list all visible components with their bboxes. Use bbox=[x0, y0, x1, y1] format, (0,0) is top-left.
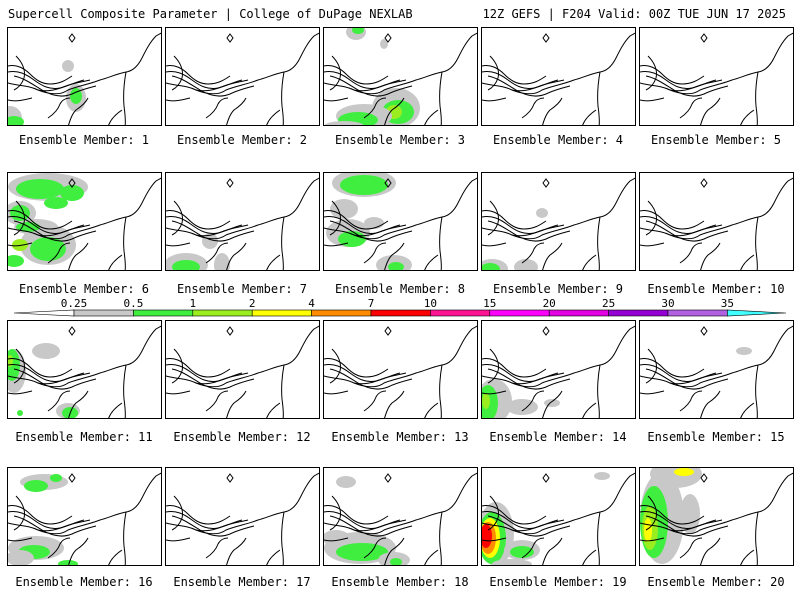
scp-shading bbox=[166, 233, 230, 270]
scp-contour-map bbox=[482, 177, 635, 270]
ensemble-member-label: Ensemble Member: 18 bbox=[331, 575, 469, 589]
colorbar-segment bbox=[667, 309, 728, 317]
ensemble-member-label: Ensemble Member: 2 bbox=[176, 133, 308, 147]
ensemble-map-panel bbox=[323, 27, 478, 126]
ensemble-map-panel bbox=[165, 27, 320, 126]
color-scale-bar bbox=[13, 309, 787, 317]
colorbar-segment bbox=[489, 309, 550, 317]
ensemble-map-panel bbox=[639, 467, 794, 566]
scp-contour-map bbox=[8, 173, 161, 270]
ensemble-member-label: Ensemble Member: 7 bbox=[176, 282, 308, 296]
scp-shading bbox=[482, 208, 548, 270]
ensemble-map-panel bbox=[165, 172, 320, 271]
colorbar-segment bbox=[548, 309, 609, 317]
scp-contour-map bbox=[482, 32, 635, 125]
ensemble-member-label: Ensemble Member: 17 bbox=[173, 575, 311, 589]
scp-shading bbox=[736, 347, 752, 355]
ensemble-map-panel bbox=[639, 320, 794, 419]
colorbar-segment bbox=[430, 309, 491, 317]
ensemble-map-panel bbox=[7, 467, 162, 566]
scp-shading bbox=[8, 474, 78, 565]
scp-contour-map bbox=[324, 325, 477, 418]
colorbar-tick-label: 2 bbox=[248, 297, 256, 310]
run-valid-time: 12Z GEFS | F204 Valid: 00Z TUE JUN 17 20… bbox=[482, 7, 786, 21]
scp-contour-map bbox=[324, 173, 477, 270]
scp-contour-map bbox=[8, 32, 161, 125]
colorbar-tick-label: 25 bbox=[601, 297, 616, 310]
ensemble-member-label: Ensemble Member: 3 bbox=[334, 133, 466, 147]
ensemble-member-label: Ensemble Member: 5 bbox=[650, 133, 782, 147]
ensemble-map-panel bbox=[7, 172, 162, 271]
colorbar-tick-label: 35 bbox=[720, 297, 735, 310]
ensemble-map-panel bbox=[165, 320, 320, 419]
colorbar-segment bbox=[727, 309, 787, 317]
ensemble-member-label: Ensemble Member: 14 bbox=[489, 430, 627, 444]
colorbar-segment bbox=[192, 309, 253, 317]
ensemble-member-label: Ensemble Member: 8 bbox=[334, 282, 466, 296]
ensemble-map-panel bbox=[165, 467, 320, 566]
scp-contour-map bbox=[640, 468, 793, 565]
scp-shading bbox=[8, 60, 86, 125]
ensemble-map-panel bbox=[7, 27, 162, 126]
scp-contour-map bbox=[166, 472, 319, 565]
colorbar-segment bbox=[370, 309, 431, 317]
ensemble-member-label: Ensemble Member: 9 bbox=[492, 282, 624, 296]
colorbar-tick-label: 0.5 bbox=[123, 297, 144, 310]
colorbar-tick-label: 7 bbox=[367, 297, 375, 310]
scp-shading bbox=[8, 173, 88, 267]
ensemble-member-label: Ensemble Member: 19 bbox=[489, 575, 627, 589]
scp-contour-map bbox=[640, 325, 793, 418]
ensemble-member-label: Ensemble Member: 6 bbox=[18, 282, 150, 296]
ensemble-map-panel bbox=[7, 320, 162, 419]
scp-contour-map bbox=[482, 472, 635, 565]
scp-contour-map bbox=[640, 177, 793, 270]
scp-contour-map bbox=[8, 325, 161, 418]
ensemble-map-panel bbox=[481, 467, 636, 566]
scp-contour-map bbox=[324, 472, 477, 565]
scp-contour-map bbox=[324, 28, 477, 125]
ensemble-member-label: Ensemble Member: 12 bbox=[173, 430, 311, 444]
ensemble-member-label: Ensemble Member: 16 bbox=[15, 575, 153, 589]
scp-shading bbox=[326, 173, 412, 270]
colorbar-segment bbox=[311, 309, 372, 317]
ensemble-map-panel bbox=[639, 27, 794, 126]
scp-shading bbox=[482, 379, 560, 418]
colorbar-tick-label: 0.25 bbox=[60, 297, 88, 310]
ensemble-map-panel bbox=[323, 467, 478, 566]
ensemble-member-label: Ensemble Member: 10 bbox=[647, 282, 785, 296]
colorbar-segment bbox=[133, 309, 194, 317]
ensemble-member-label: Ensemble Member: 20 bbox=[647, 575, 785, 589]
ensemble-map-panel bbox=[481, 320, 636, 419]
scp-shading bbox=[8, 343, 80, 418]
ensemble-map-panel bbox=[481, 172, 636, 271]
ensemble-member-label: Ensemble Member: 1 bbox=[18, 133, 150, 147]
colorbar-tick-label: 4 bbox=[308, 297, 315, 310]
scp-shading bbox=[482, 472, 610, 565]
scp-contour-map bbox=[8, 472, 161, 565]
ensemble-member-label: Ensemble Member: 11 bbox=[15, 430, 153, 444]
scp-contour-map bbox=[166, 325, 319, 418]
scp-contour-map bbox=[166, 32, 319, 125]
ensemble-map-panel bbox=[323, 320, 478, 419]
scp-contour-map bbox=[640, 32, 793, 125]
ensemble-map-panel bbox=[481, 27, 636, 126]
colorbar-low-arrow bbox=[13, 309, 75, 317]
ensemble-member-label: Ensemble Member: 15 bbox=[647, 430, 785, 444]
scp-contour-map bbox=[482, 325, 635, 418]
colorbar-tick-label: 20 bbox=[542, 297, 556, 310]
scp-shading bbox=[640, 468, 702, 564]
scp-contour-map bbox=[166, 177, 319, 270]
colorbar-segment bbox=[251, 309, 312, 317]
colorbar-tick-label: 10 bbox=[423, 297, 438, 310]
ensemble-map-panel bbox=[323, 172, 478, 271]
colorbar-tick-label: 15 bbox=[483, 297, 497, 310]
colorbar-segment bbox=[608, 309, 669, 317]
colorbar-segment bbox=[73, 309, 134, 317]
map-title: Supercell Composite Parameter | College … bbox=[8, 7, 413, 21]
colorbar-tick-label: 1 bbox=[189, 297, 197, 310]
ensemble-member-label: Ensemble Member: 13 bbox=[331, 430, 469, 444]
colorbar-tick-label: 30 bbox=[661, 297, 675, 310]
ensemble-map-panel bbox=[639, 172, 794, 271]
ensemble-member-label: Ensemble Member: 4 bbox=[492, 133, 624, 147]
